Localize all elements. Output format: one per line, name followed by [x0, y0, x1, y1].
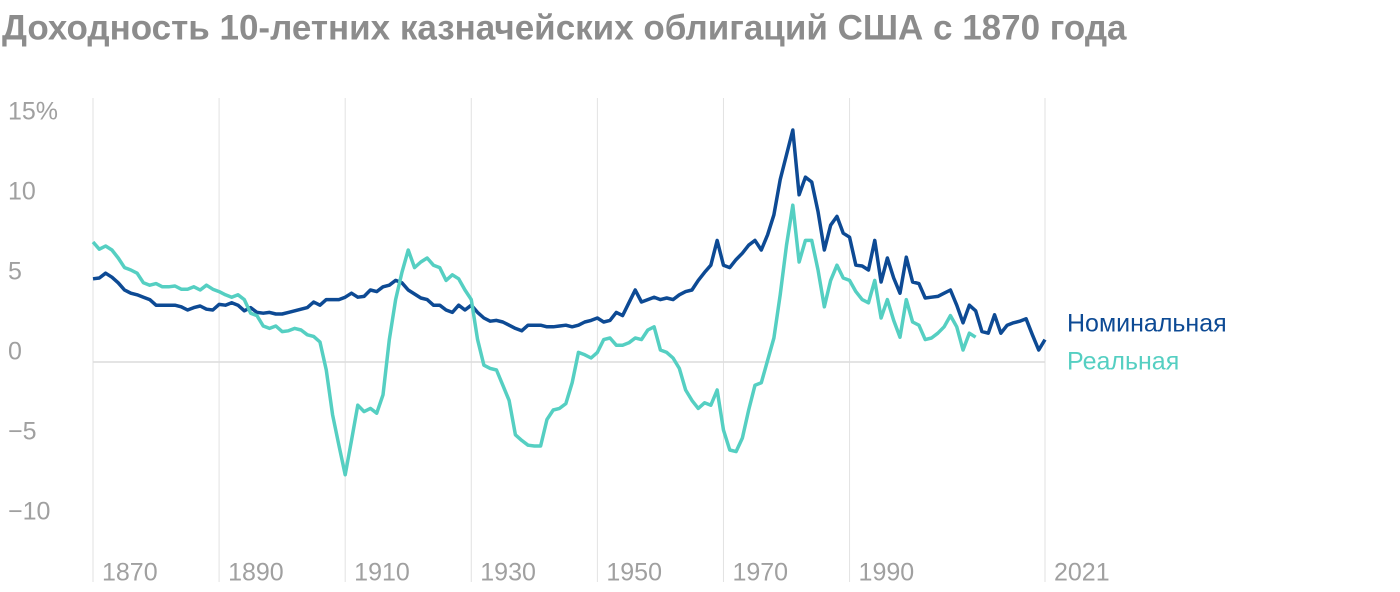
y-tick-label: 10 — [8, 178, 36, 206]
y-tick-label: 0 — [8, 338, 22, 366]
series-line — [92, 128, 1047, 352]
legend-label: Номинальная — [1067, 310, 1227, 338]
series-line — [91, 203, 977, 477]
x-tick-label: 1970 — [732, 559, 788, 587]
chart-title: Доходность 10-летних казначейских облига… — [2, 8, 1127, 47]
x-tick-label: 1870 — [102, 559, 158, 587]
y-tick-label: −10 — [8, 498, 50, 526]
x-tick-label: 1950 — [606, 559, 662, 587]
y-tick-label: 15% — [8, 98, 58, 126]
x-tick-label: 1930 — [480, 559, 536, 587]
y-tick-label: −5 — [8, 418, 37, 446]
x-tick-label: 1910 — [354, 559, 410, 587]
legend-label: Реальная — [1067, 348, 1179, 376]
x-tick-label: 2021 — [1054, 559, 1110, 587]
y-tick-label: 5 — [8, 258, 22, 286]
x-tick-label: 1990 — [859, 559, 915, 587]
x-tick-label: 1890 — [228, 559, 284, 587]
